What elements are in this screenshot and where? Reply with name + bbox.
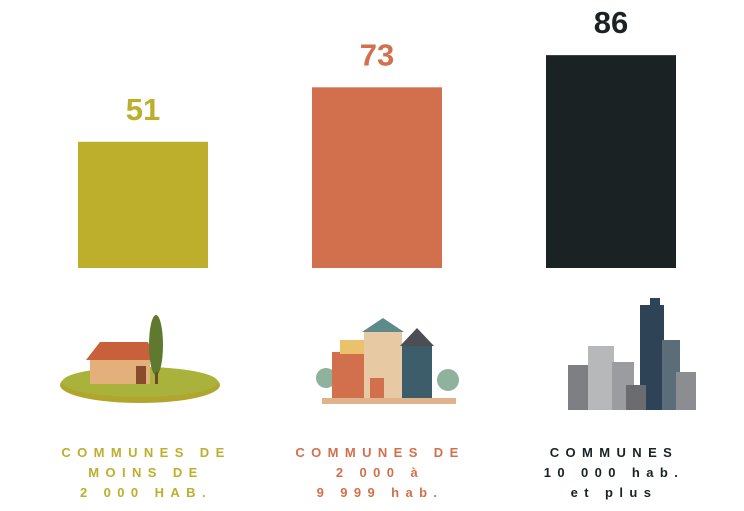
- page: 517386 (() => { const data = JSON.parse(…: [0, 0, 744, 511]
- bar: [546, 55, 676, 268]
- chart: 51 73 86: [0, 0, 744, 511]
- value-label: 51: [126, 92, 160, 127]
- category-label: COMMUNES DE 2 000 à 9 999 hab.: [260, 443, 500, 503]
- category-label: COMMUNES DE MOINS DE 2 000 HAB.: [26, 443, 266, 503]
- value-label: 86: [594, 5, 628, 40]
- value-label: 73: [360, 37, 394, 72]
- icon-city: [568, 298, 696, 410]
- icon-town: [316, 318, 459, 404]
- bar: [78, 142, 208, 268]
- category-label: COMMUNES 10 000 hab. et plus: [494, 443, 734, 503]
- icon-house: [60, 315, 220, 403]
- bar: [312, 87, 442, 268]
